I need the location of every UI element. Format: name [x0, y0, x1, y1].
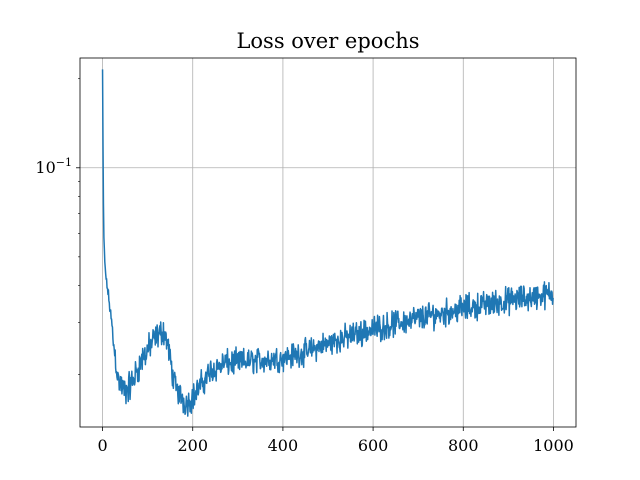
series-line — [101, 69, 555, 417]
plot-area — [101, 69, 555, 417]
y-tick-label: 10−1 — [35, 156, 72, 177]
axes-frame — [79, 57, 577, 428]
x-tick-label: 0 — [97, 436, 107, 455]
chart-title: Loss over epochs — [236, 29, 419, 53]
ticks: 0 200 400 600 800 1000 10−1 — [35, 78, 574, 455]
x-tick-label: 400 — [268, 436, 299, 455]
x-tick-label: 200 — [177, 436, 208, 455]
axes — [79, 57, 577, 428]
x-tick-label: 800 — [448, 436, 479, 455]
grid-lines — [80, 58, 576, 427]
x-tick-label: 600 — [358, 436, 389, 455]
x-tick-label: 1000 — [533, 436, 574, 455]
